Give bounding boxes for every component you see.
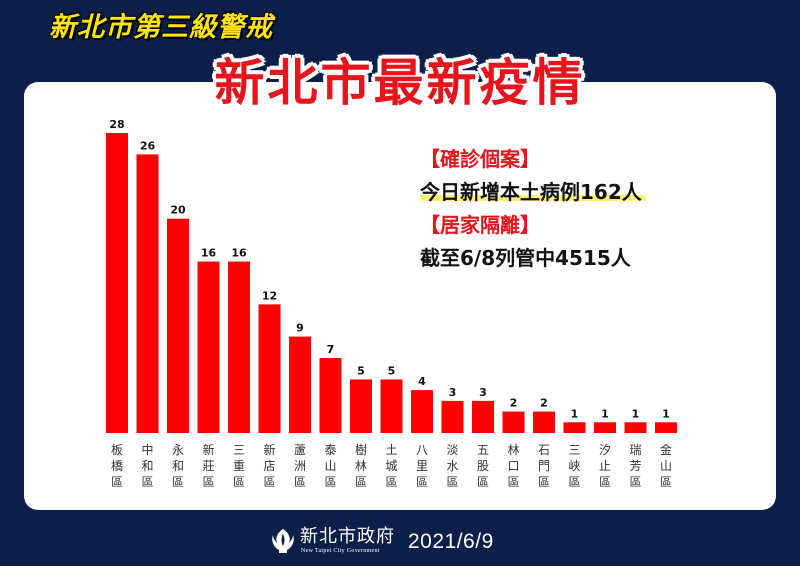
tick-label-永和區: 永和區 — [172, 443, 184, 489]
bar-淡水區 — [441, 400, 464, 433]
bar-樹林區 — [350, 379, 372, 433]
bar-板橋區 — [106, 133, 128, 433]
data-label-三重區: 16 — [231, 247, 247, 260]
bar-金山區 — [655, 422, 677, 433]
data-label-新莊區: 16 — [201, 247, 217, 260]
tick-label-土城區: 土城區 — [385, 443, 397, 489]
bar-三重區 — [228, 261, 250, 433]
bar-泰山區 — [319, 358, 342, 433]
confirmed-text: 今日新增本土病例162人 — [420, 180, 646, 204]
data-label-中和區: 26 — [140, 139, 156, 152]
data-label-瑞芳區: 1 — [632, 407, 640, 420]
tick-label-汐止區: 汐止區 — [599, 442, 611, 489]
government-subtitle: New Taipei City Government — [301, 548, 380, 554]
data-label-樹林區: 5 — [357, 364, 365, 377]
bar-新莊區 — [197, 261, 220, 433]
data-label-板橋區: 28 — [109, 118, 124, 131]
tick-label-板橋區: 板橋區 — [111, 443, 123, 489]
bar-三峽區 — [563, 422, 586, 433]
tick-label-泰山區: 泰山區 — [324, 443, 336, 489]
data-label-土城區: 5 — [388, 364, 396, 377]
data-label-金山區: 1 — [662, 407, 670, 420]
data-label-三峽區: 1 — [571, 407, 579, 420]
tick-label-淡水區: 淡水區 — [446, 443, 458, 489]
tick-label-林口區: 林口區 — [507, 443, 519, 489]
data-label-永和區: 20 — [170, 204, 186, 217]
tick-label-石門區: 石門區 — [538, 443, 550, 489]
tick-label-蘆洲區: 蘆洲區 — [294, 443, 306, 489]
bar-八里區 — [411, 390, 433, 433]
tick-label-樹林區: 樹林區 — [355, 443, 367, 489]
quarantine-heading: 【居家隔離】 — [420, 213, 540, 237]
bar-中和區 — [136, 154, 159, 433]
bar-永和區 — [167, 218, 189, 433]
data-label-八里區: 4 — [418, 375, 426, 388]
data-label-淡水區: 3 — [449, 386, 457, 399]
bar-新店區 — [258, 304, 281, 433]
bar-五股區 — [472, 400, 494, 433]
bar-土城區 — [380, 379, 403, 433]
info-panel: 【確診個案】 今日新增本土病例162人 【居家隔離】 截至6/8列管中4515人 — [420, 143, 750, 275]
data-label-泰山區: 7 — [327, 343, 335, 356]
bar-蘆洲區 — [289, 336, 311, 433]
bar-林口區 — [502, 411, 525, 433]
tick-label-三重區: 三重區 — [233, 443, 245, 489]
quarantine-text: 截至6/8列管中4515人 — [420, 246, 631, 270]
confirmed-heading: 【確診個案】 — [420, 147, 540, 171]
bar-瑞芳區 — [624, 422, 647, 433]
tick-label-新店區: 新店區 — [263, 442, 275, 489]
tick-label-瑞芳區: 瑞芳區 — [629, 443, 641, 489]
report-date: 2021/6/9 — [408, 530, 494, 553]
tick-label-八里區: 八里區 — [416, 443, 428, 489]
tick-label-新莊區: 新莊區 — [202, 442, 214, 489]
data-label-蘆洲區: 9 — [296, 322, 304, 335]
tick-label-三峽區: 三峽區 — [568, 443, 580, 489]
data-label-汐止區: 1 — [601, 407, 609, 420]
tick-label-金山區: 金山區 — [660, 442, 672, 489]
data-label-石門區: 2 — [540, 397, 548, 410]
alert-level-badge: 新北市第三級警戒 — [49, 12, 273, 43]
footer: 新北市政府 New Taipei City Government 2021/6/… — [0, 518, 800, 566]
government-name: 新北市政府 — [300, 526, 395, 547]
new-taipei-logo-icon — [272, 529, 294, 553]
data-label-新店區: 12 — [262, 289, 277, 302]
tick-label-中和區: 中和區 — [141, 442, 153, 489]
data-label-五股區: 3 — [479, 386, 487, 399]
bar-汐止區 — [594, 422, 616, 433]
bar-石門區 — [533, 411, 555, 433]
page-title: 新北市最新疫情 — [214, 54, 586, 112]
tick-label-五股區: 五股區 — [477, 443, 489, 489]
data-label-林口區: 2 — [510, 397, 518, 410]
